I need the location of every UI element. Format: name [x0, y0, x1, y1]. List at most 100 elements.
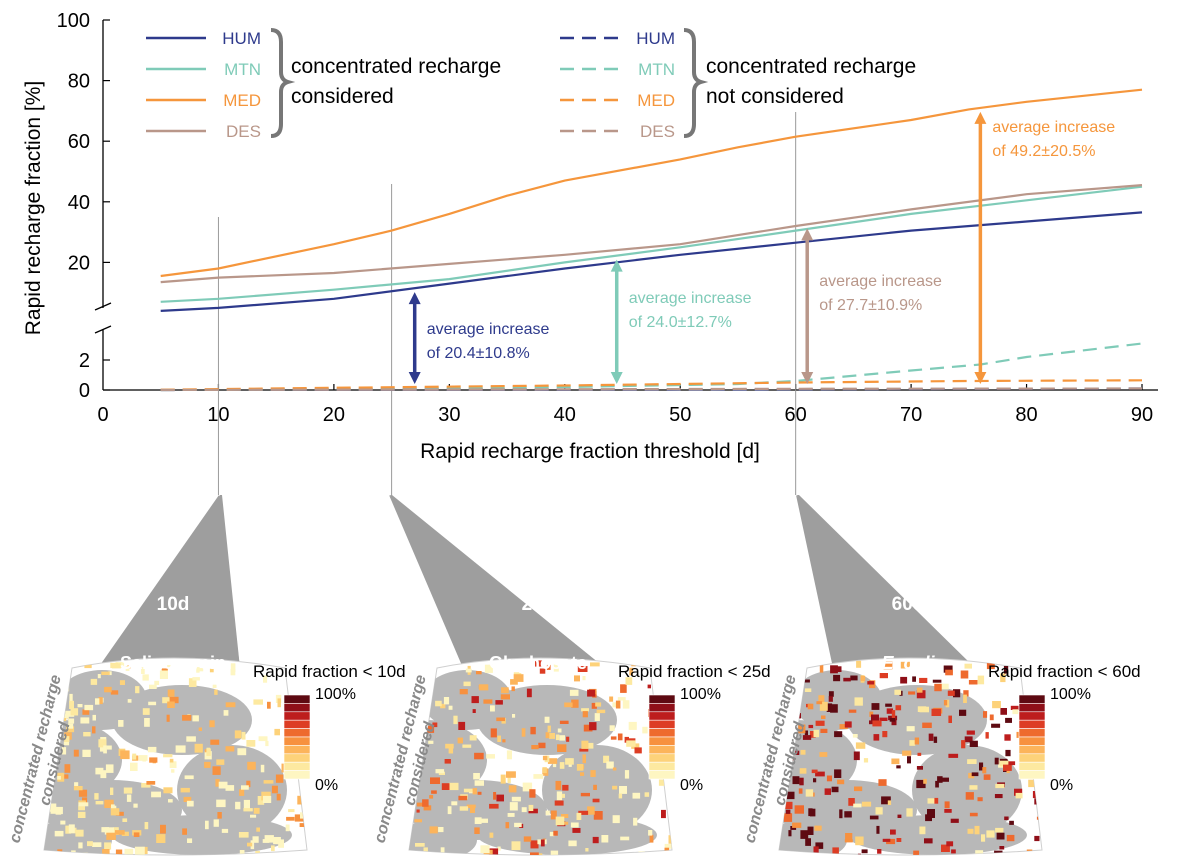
map-cell: [70, 708, 79, 716]
map-cell: [615, 700, 621, 709]
map-cell: [448, 705, 453, 710]
map-cell: [1032, 791, 1038, 799]
map-cell: [1005, 749, 1011, 757]
map-cell: [669, 812, 672, 818]
map-cell: [986, 662, 995, 670]
map-cell: [286, 816, 295, 821]
scale-title: Rapid fraction < 10d: [253, 662, 406, 681]
map-cell: [869, 711, 874, 717]
map-cell: [1005, 717, 1012, 723]
map-cell: [92, 714, 96, 721]
map-cell: [813, 729, 820, 738]
map-cell: [430, 777, 440, 784]
map-cell: [999, 760, 1010, 767]
map-cell: [447, 806, 452, 815]
scale-swatch: [283, 719, 311, 729]
map-cell: [225, 785, 235, 791]
map-cell: [559, 735, 565, 741]
series-line-hum-considered: [160, 211, 1143, 312]
land-blob: [847, 685, 987, 755]
map-cell: [948, 753, 959, 758]
map-cell: [483, 699, 493, 704]
map-cell: [57, 776, 61, 780]
map-cell: [974, 825, 980, 835]
map-cell: [992, 701, 1001, 709]
map-cell: [415, 843, 425, 847]
map-cell: [110, 787, 114, 795]
map-cell: [939, 683, 949, 690]
land-blob: [409, 720, 487, 800]
map-cell: [784, 791, 795, 800]
map-cell: [547, 758, 558, 764]
map-cell: [65, 710, 75, 717]
map-cell: [853, 803, 862, 808]
map-guide-lines: [217, 112, 797, 495]
map-cell: [277, 698, 281, 708]
map-cell: [624, 770, 630, 779]
map-cell: [474, 827, 480, 834]
map-cell: [648, 830, 653, 836]
map-cell: [553, 830, 558, 836]
map-cell: [805, 789, 814, 797]
map-cell: [995, 827, 1004, 833]
annotation-hum: average increase of 20.4±10.8%: [408, 292, 550, 384]
scale-swatch: [648, 745, 676, 755]
map-cell: [212, 684, 217, 688]
map-cell: [871, 714, 879, 723]
land-blob: [847, 815, 1027, 855]
legend-label-mtn: MTN: [638, 60, 675, 79]
legend: HUM MTN MED DES concentrated recharge consi…: [146, 28, 916, 141]
map-cell: [593, 811, 603, 820]
map-cell: [271, 845, 275, 852]
map-cell: [264, 835, 274, 843]
map-cell: [496, 717, 505, 722]
map-cell: [950, 818, 959, 823]
map-cell: [507, 776, 511, 784]
map-cell: [873, 734, 880, 741]
map-cell: [496, 794, 504, 802]
scale-swatch: [283, 770, 311, 780]
map-cell: [612, 785, 618, 790]
scale-swatch: [283, 728, 311, 738]
map-cell: [98, 697, 103, 705]
map-cell: [133, 832, 140, 837]
map-cell: [885, 703, 892, 707]
map-cell: [500, 774, 506, 784]
map-cell: [230, 663, 236, 672]
map-cell: [458, 795, 468, 801]
map-cell: [186, 736, 196, 742]
map-cell: [478, 818, 488, 823]
map-cell: [82, 709, 90, 715]
land-blob: [112, 685, 252, 755]
map-cell: [795, 750, 800, 755]
map-cell: [209, 720, 215, 728]
map-cell: [587, 806, 595, 815]
map-cell: [521, 807, 527, 813]
scale-swatch: [1018, 770, 1046, 780]
map-cell: [445, 743, 454, 749]
map-cell: [807, 703, 814, 710]
map-cell: [906, 726, 915, 732]
map-cell: [489, 803, 499, 809]
map-cell: [167, 689, 175, 697]
map-cell: [799, 777, 804, 786]
map-cell: [175, 745, 186, 753]
legend-not-considered-label-2: not considered: [706, 85, 844, 108]
map-cell: [595, 702, 602, 707]
annotation-text: of 24.0±12.7%: [629, 314, 732, 331]
x-tick-label: 50: [669, 404, 691, 426]
arrow-head-bottom: [610, 372, 623, 384]
map-cell: [784, 801, 793, 810]
map-cell: [971, 772, 979, 777]
map-cell: [256, 827, 260, 832]
map-cell: [785, 809, 791, 814]
map-cell: [180, 787, 190, 793]
map-cell: [824, 788, 831, 795]
map-cell: [285, 824, 290, 832]
land-blob: [44, 820, 112, 855]
map-cell: [620, 836, 630, 841]
map-cell: [900, 661, 910, 669]
map-cell: [798, 788, 803, 794]
map-cell: [246, 780, 251, 788]
